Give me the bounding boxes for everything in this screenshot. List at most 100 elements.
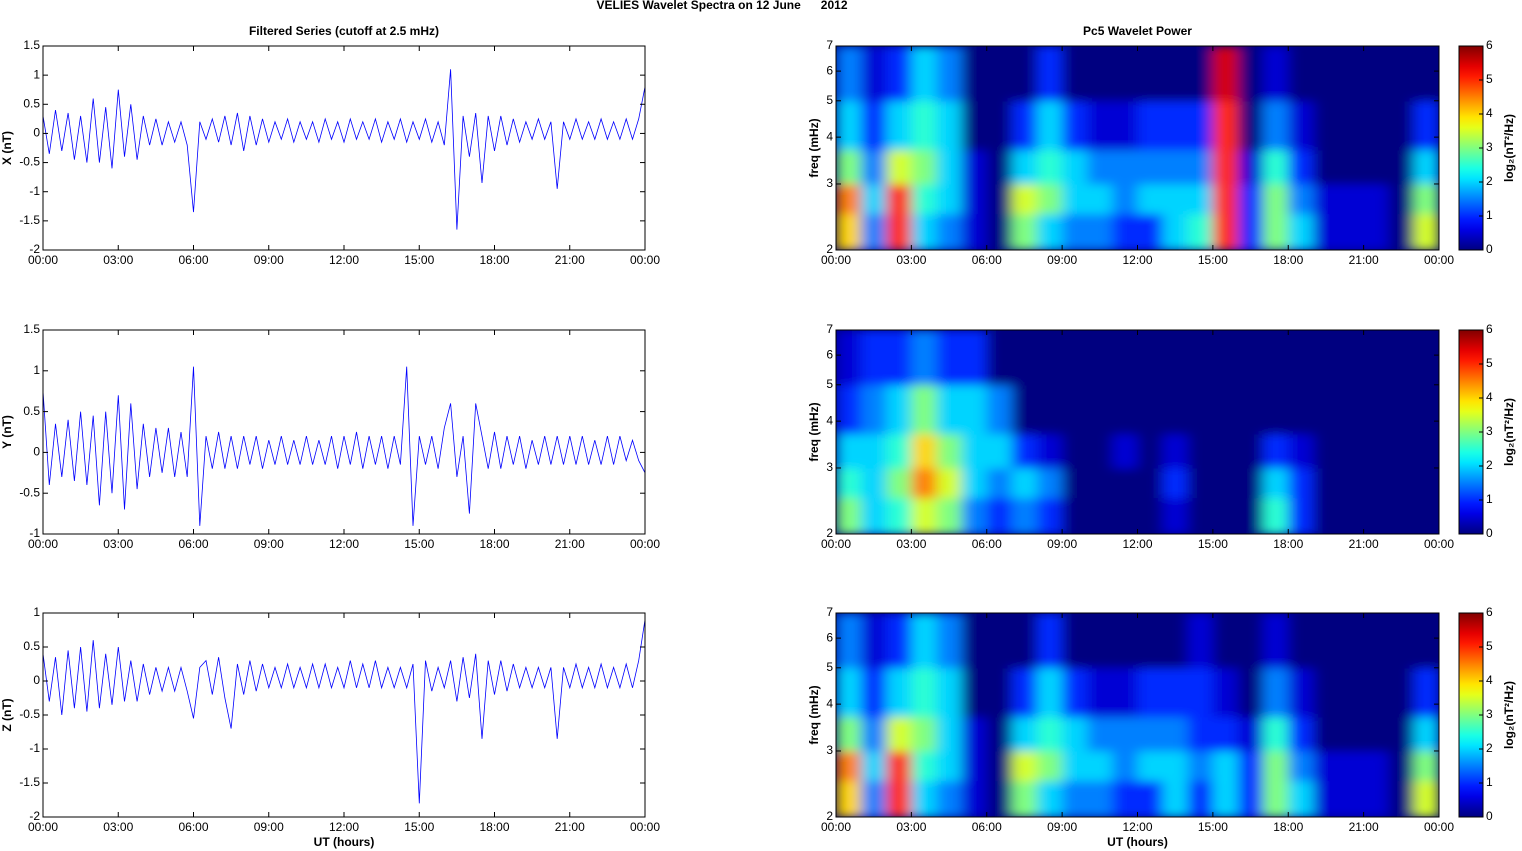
heatmap-cell: [1238, 330, 1264, 386]
y-tick-label: -2: [29, 809, 40, 823]
heatmap-cell: [1037, 667, 1063, 718]
panel: 00:00 03:00 06:00 09:00 12:00 15:00 18:00 21:00…: [0, 605, 660, 849]
heatmap-cell: [836, 467, 862, 499]
heatmap-cell: [1037, 613, 1063, 669]
heatmap-cell: [1011, 467, 1038, 499]
heatmap-cell: [1413, 149, 1439, 185]
heatmap-cell: [1137, 149, 1164, 185]
y-tick-label: 0: [33, 673, 40, 687]
heatmap-cell: [1187, 750, 1214, 782]
heatmap-cell: [1413, 433, 1439, 469]
heatmap-cell: [1388, 183, 1415, 215]
heatmap-cell: [1388, 613, 1415, 669]
heatmap-cell: [1388, 667, 1415, 718]
heatmap-cell: [836, 613, 862, 669]
heatmap-cell: [1137, 330, 1164, 386]
heatmap-cell: [1263, 716, 1289, 752]
heatmap-cell: [1037, 213, 1063, 250]
heatmap-cell: [936, 467, 963, 499]
heatmap-cell: [1263, 780, 1289, 817]
heatmap-cell: [1288, 780, 1314, 817]
heatmap-cell: [1212, 497, 1239, 534]
y-tick-label: 7: [826, 605, 833, 619]
x-tick-label: 12:00: [329, 820, 359, 834]
x-tick-label: 00:00: [28, 820, 58, 834]
heatmap-cell: [1187, 330, 1214, 386]
heatmap-cell: [1011, 46, 1038, 102]
colorbar-tick-label: 5: [1486, 639, 1493, 653]
heatmap-cell: [1288, 183, 1314, 215]
heatmap-cell: [1112, 497, 1138, 534]
heatmap-cell: [1112, 433, 1138, 469]
colorbar-label: log₂(nT²/Hz): [1502, 398, 1516, 466]
heatmap-cell: [1162, 780, 1189, 817]
x-tick-label: 09:00: [1047, 253, 1077, 267]
x-tick-label: 06:00: [178, 820, 208, 834]
heatmap-cell: [861, 100, 887, 151]
heatmap-cell: [1212, 183, 1239, 215]
heatmap-cell: [1363, 433, 1390, 469]
heatmap-cell: [1338, 384, 1365, 435]
heatmap-cell: [911, 433, 937, 469]
heatmap-cell: [1388, 467, 1415, 499]
heatmap-cell: [911, 213, 937, 250]
heatmap-cell: [1338, 716, 1365, 752]
x-tick-label: 09:00: [254, 253, 284, 267]
heatmap-cell: [1011, 213, 1038, 250]
heatmap-cell: [1137, 213, 1164, 250]
heatmap-cell: [1011, 330, 1038, 386]
colorbar-tick-label: 6: [1486, 38, 1493, 52]
heatmap-cell: [961, 384, 988, 435]
heatmap-cell: [1087, 467, 1113, 499]
heatmap-cell: [1062, 100, 1088, 151]
y-tick-label: 4: [826, 129, 833, 143]
x-tick-label: 06:00: [972, 537, 1002, 551]
heatmap-cell: [1338, 750, 1365, 782]
x-tick-label: 00:00: [630, 820, 660, 834]
colorbar-tick-label: 5: [1486, 72, 1493, 86]
heatmap-cell: [1238, 613, 1264, 669]
heatmap-cell: [1187, 613, 1214, 669]
heatmap-cell: [1338, 100, 1365, 151]
heatmap-cell: [1011, 100, 1038, 151]
x-tick-label: 21:00: [555, 537, 585, 551]
x-tick-label: 00:00: [1424, 820, 1454, 834]
x-tick-label: 18:00: [1273, 537, 1303, 551]
heatmap-cell: [1288, 330, 1314, 386]
heatmap-cell: [1162, 183, 1189, 215]
heatmap-cell: [1313, 497, 1339, 534]
heatmap-cell: [1313, 100, 1339, 151]
x-tick-label: 09:00: [254, 820, 284, 834]
heatmap-cell: [1363, 467, 1390, 499]
heatmap-cells: [836, 46, 1439, 250]
heatmap-cell: [1313, 183, 1339, 215]
x-tick-label: 15:00: [404, 253, 434, 267]
heatmap-cell: [936, 149, 963, 185]
x-tick-label: 03:00: [103, 537, 133, 551]
y-tick-label: -1: [29, 526, 40, 540]
colorbar-tick-label: 2: [1486, 458, 1493, 472]
x-tick-label: 00:00: [630, 537, 660, 551]
heatmap-cell: [836, 46, 862, 102]
heatmap-cell: [1137, 497, 1164, 534]
heatmap-cell: [1313, 384, 1339, 435]
heatmap-cell: [1187, 183, 1214, 215]
y-tick-label: 4: [826, 696, 833, 710]
heatmap-cell: [961, 433, 988, 469]
heatmap-cell: [861, 467, 887, 499]
heatmap-cell: [1263, 46, 1289, 102]
y-tick-label: 6: [826, 630, 833, 644]
y-tick-label: 5: [826, 660, 833, 674]
x-tick-label: 06:00: [178, 537, 208, 551]
heatmap-cell: [861, 750, 887, 782]
heatmap-cell: [961, 467, 988, 499]
heatmap-cell: [1187, 716, 1214, 752]
x-tick-label: 03:00: [896, 253, 926, 267]
colorbar-tick-label: 2: [1486, 174, 1493, 188]
colorbar-tick-label: 2: [1486, 741, 1493, 755]
heatmap-cell: [1162, 213, 1189, 250]
y-tick-label: -1.5: [19, 775, 40, 789]
heatmap-cell: [1212, 330, 1239, 386]
heatmap-cell: [1363, 716, 1390, 752]
